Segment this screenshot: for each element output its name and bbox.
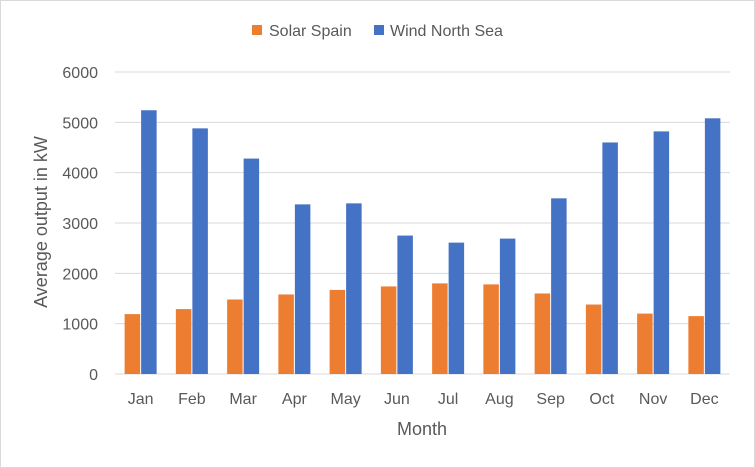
x-tick-label: Nov [639,391,667,408]
x-tick-label: Feb [178,391,206,408]
x-tick-label: Apr [282,391,308,408]
bar-wind-north-sea-jul [448,242,465,374]
x-tick-label: Oct [589,391,614,408]
bar-wind-north-sea-oct [602,142,618,374]
bar-wind-north-sea-mar [243,158,260,374]
y-tick-label: 6000 [62,65,98,82]
x-axis-ticks: Jan Feb Mar Apr May Jun Jul Aug Sep Oct Nov Dec [128,391,719,408]
x-tick-label: Jan [128,391,154,408]
x-tick-label: Aug [485,391,513,408]
y-axis-ticks: 0 1000 2000 3000 4000 5000 6000 [62,65,98,384]
legend-swatch [252,25,262,35]
bar-solar-spain-dec [688,316,704,374]
bar-solar-spain-mar [227,299,243,374]
bar-wind-north-sea-dec [704,118,721,374]
x-tick-label: Mar [229,391,257,408]
bar-wind-north-sea-jan [141,110,157,375]
y-tick-label: 3000 [62,216,98,233]
bar-series [124,110,721,375]
gridlines [115,71,730,375]
x-tick-label: Jun [384,391,410,408]
bar-wind-north-sea-apr [294,204,311,374]
y-tick-label: 5000 [62,115,98,132]
bar-wind-north-sea-nov [653,131,670,374]
bar-solar-spain-feb [175,309,192,374]
y-tick-label: 4000 [62,166,98,183]
x-tick-label: May [331,391,361,408]
bar-solar-spain-oct [585,304,602,374]
legend-label: Solar Spain [269,23,352,40]
x-tick-label: Dec [690,391,718,408]
y-tick-label: 1000 [62,317,98,334]
legend-label: Wind North Sea [390,23,503,40]
bar-solar-spain-may [329,289,346,374]
bar-solar-spain-jan [124,314,141,374]
bar-wind-north-sea-may [346,203,362,374]
bar-wind-north-sea-feb [192,128,208,374]
bar-solar-spain-jul [432,283,448,374]
legend-swatch [374,25,384,35]
y-tick-label: 2000 [62,266,98,283]
bar-wind-north-sea-jun [397,235,413,374]
bar-solar-spain-aug [483,284,499,374]
bar-wind-north-sea-aug [499,238,516,374]
bar-solar-spain-jun [380,286,397,374]
legend: Solar Spain Wind North Sea [252,23,503,40]
x-tick-label: Sep [536,391,565,408]
bar-solar-spain-sep [534,293,551,374]
bar-wind-north-sea-sep [551,198,567,374]
bar-solar-spain-apr [278,294,294,374]
bar-solar-spain-nov [637,313,653,374]
y-tick-label: 0 [89,367,98,384]
y-axis-title: Average output in kW [31,136,51,308]
x-axis-title: Month [397,419,447,439]
x-tick-label: Jul [438,391,458,408]
